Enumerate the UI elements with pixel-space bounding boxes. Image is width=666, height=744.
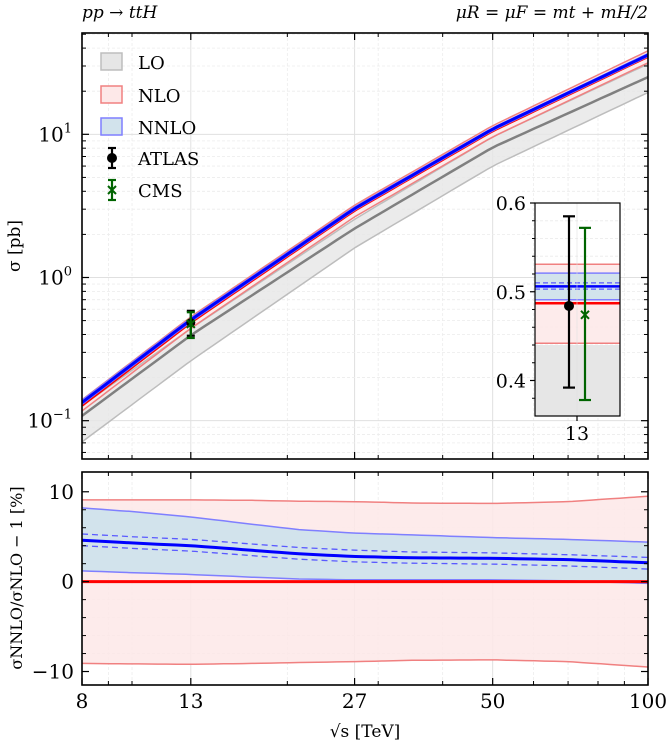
main-bands <box>82 50 648 442</box>
ratio-y-axis-label: σNNLO/σNLO − 1 [%] <box>7 486 26 669</box>
cms-marker <box>186 319 196 329</box>
legend-swatch-nnlo <box>100 117 123 136</box>
x-tick-label: 13 <box>178 689 203 713</box>
inset-y-tick-label: 0.4 <box>496 371 526 393</box>
inset-atlas-marker <box>564 300 574 311</box>
x-tick-label: 100 <box>629 689 666 713</box>
main-plot-frame <box>81 32 649 460</box>
main-y-axis-label: σ [pb] <box>5 220 25 272</box>
main-axis-ticks: 10−1 100 101 <box>27 33 649 459</box>
legend-label-nnlo: NNLO <box>138 118 196 139</box>
legend-label-cms: CMS <box>138 181 183 202</box>
ratio-y-tick-label: 0 <box>61 570 74 594</box>
x-tick-label: 50 <box>480 689 505 713</box>
ratio-content <box>82 495 648 668</box>
legend-swatch-nlo <box>100 85 123 104</box>
nnlo-central-line <box>82 53 648 404</box>
main-lines <box>82 50 648 443</box>
lo-band <box>82 64 648 442</box>
nlo-lower-edge <box>82 62 648 412</box>
inset-content <box>535 203 620 416</box>
main-y-tick-label: 101 <box>38 121 72 146</box>
inset-y-tick-label: 0.5 <box>496 282 526 304</box>
x-tick-label: 8 <box>76 689 89 713</box>
ratio-nlo-upper <box>82 495 648 505</box>
nlo-upper-edge <box>82 50 648 401</box>
main-y-tick-label: 10−1 <box>27 408 72 433</box>
legend-label-nlo: NLO <box>138 86 180 107</box>
legend-label-lo: LO <box>138 53 165 74</box>
x-tick-label: 27 <box>342 689 367 713</box>
inset-x-tick-label: 13 <box>565 423 589 445</box>
process-title: pp → ttH <box>82 3 158 23</box>
inset-cms-marker <box>580 310 590 320</box>
legend-marker-atlas <box>107 153 117 163</box>
legend: LO NLO NNLO ATLAS CMS <box>100 52 199 202</box>
ratio-nlo-lower <box>82 659 648 668</box>
ratio-nnlo-dashed-upper <box>82 533 648 559</box>
inset-y-tick-label: 0.6 <box>496 193 526 215</box>
legend-label-atlas: ATLAS <box>137 149 199 170</box>
ratio-nnlo-central <box>82 538 648 565</box>
legend-swatch-lo <box>100 52 123 71</box>
ratio-plot-frame <box>81 471 649 686</box>
nlo-band <box>82 50 648 411</box>
ratio-y-tick-label: −10 <box>32 660 74 684</box>
inset-data-points <box>563 215 591 402</box>
ratio-y-tick-label: 10 <box>49 480 74 504</box>
lo-lower-edge <box>82 91 648 443</box>
inset-axis-ticks: 0.4 0.5 0.6 13 <box>496 193 589 445</box>
legend-marker-cms <box>107 185 117 195</box>
x-axis-label: √s [TeV] <box>330 722 401 742</box>
main-y-tick-label: 100 <box>38 264 72 289</box>
ratio-axis-ticks: −10 0 10 8 13 27 50 100 <box>32 472 666 713</box>
main-data-points <box>186 309 196 340</box>
scale-choice-title: μR = μF = mt + mH/2 <box>456 3 648 23</box>
lo-central-line <box>82 75 648 417</box>
ratio-nnlo-upper <box>82 507 648 543</box>
ratio-nnlo-dashed-lower <box>82 545 648 570</box>
